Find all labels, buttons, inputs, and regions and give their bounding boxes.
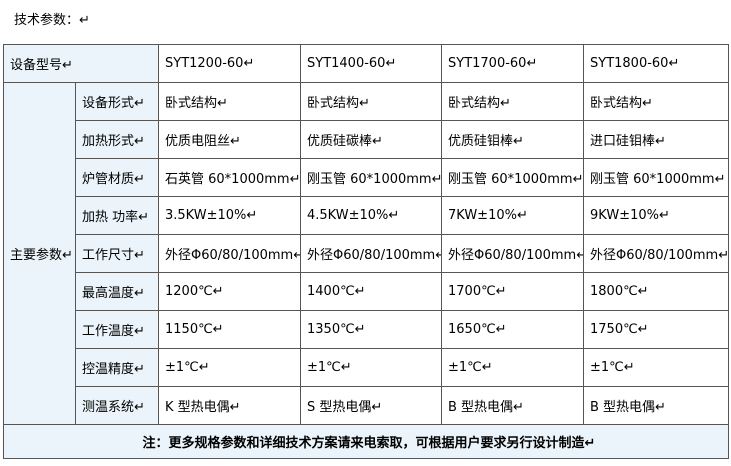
table-row: 加热形式↵ 优质电阻丝↵ 优质硅碳棒↵ 优质硅钼棒↵ 进口硅钼棒↵: [4, 120, 729, 159]
spec-value: B 型热电偶↵: [583, 386, 729, 425]
model-name: SYT1400-60↵: [300, 44, 442, 83]
table-row: 炉管材质↵ 石英管 60*1000mm↵ 刚玉管 60*1000mm↵ 刚玉管 60*…: [4, 158, 729, 197]
spec-value: 卧式结构↵: [583, 82, 729, 121]
spec-value: 1750℃↵: [583, 310, 729, 349]
spec-value: S 型热电偶↵: [300, 386, 442, 425]
spec-value: 优质电阻丝↵: [158, 120, 301, 159]
model-name: SYT1700-60↵: [441, 44, 584, 83]
spec-value: ±1℃↵: [300, 348, 442, 387]
spec-value: 1150℃↵: [158, 310, 301, 349]
spec-value: 进口硅钼棒↵: [583, 120, 729, 159]
spec-value: 7KW±10%↵: [441, 196, 584, 235]
spec-value: 优质硅碳棒↵: [300, 120, 442, 159]
table-row: 注：更多规格参数和详细技术方案请来电索取，可根据用户要求另行设计制造↵: [3, 424, 729, 459]
spec-value: 刚玉管 60*1000mm↵: [300, 158, 442, 197]
spec-value: 刚玉管 60*1000mm↵: [441, 158, 584, 197]
spec-value: 卧式结构↵: [300, 82, 442, 121]
spec-value: 9KW±10%↵: [583, 196, 729, 235]
table-row: 最高温度↵ 1200℃↵ 1400℃↵ 1700℃↵ 1800℃↵: [4, 272, 729, 311]
spec-value: 1400℃↵: [300, 272, 442, 311]
heading: 技术参数：↵: [14, 13, 90, 28]
spec-table: 设备型号↵ SYT1200-60↵ SYT1400-60↵ SYT1700-60↵ SY…: [3, 44, 729, 459]
spec-value: 刚玉管 60*1000mm↵: [583, 158, 729, 197]
row-label: 设备形式↵: [75, 82, 159, 121]
spec-value: 卧式结构↵: [158, 82, 301, 121]
row-label: 工作温度↵: [75, 310, 159, 349]
header-label: 设备型号↵: [3, 44, 159, 83]
spec-value: 石英管 60*1000mm↵: [158, 158, 301, 197]
table-row: 工作温度↵ 1150℃↵ 1350℃↵ 1650℃↵ 1750℃↵: [4, 310, 729, 349]
model-name: SYT1200-60↵: [158, 44, 301, 83]
spec-value: ±1℃↵: [441, 348, 584, 387]
row-label: 工作尺寸↵: [75, 234, 159, 273]
row-label: 加热形式↵: [75, 120, 159, 159]
spec-value: 4.5KW±10%↵: [300, 196, 442, 235]
spec-value: 外径Φ60/80/100mm↵: [300, 234, 442, 273]
table-row: 测温系统↵ K 型热电偶↵ S 型热电偶↵ B 型热电偶↵ B 型热电偶↵: [4, 386, 729, 425]
note: 注：更多规格参数和详细技术方案请来电索取，可根据用户要求另行设计制造↵: [3, 424, 729, 459]
spec-value: B 型热电偶↵: [441, 386, 584, 425]
table-row: 加热 功率↵ 3.5KW±10%↵ 4.5KW±10%↵ 7KW±10%↵ 9KW±10…: [4, 196, 729, 235]
spec-value: 1800℃↵: [583, 272, 729, 311]
spec-value: 1700℃↵: [441, 272, 584, 311]
spec-value: ±1℃↵: [158, 348, 301, 387]
table-row: 控温精度↵ ±1℃↵ ±1℃↵ ±1℃↵ ±1℃↵: [4, 348, 729, 387]
table-row: 工作尺寸↵ 外径Φ60/80/100mm↵ 外径Φ60/80/100mm↵ 外径Φ60…: [4, 234, 729, 273]
row-label: 炉管材质↵: [75, 158, 159, 197]
spec-value: 1650℃↵: [441, 310, 584, 349]
row-label: 测温系统↵: [75, 386, 159, 425]
model-name: SYT1800-60↵: [583, 44, 729, 83]
spec-value: 外径Φ60/80/100mm↵: [441, 234, 584, 273]
spec-value: 卧式结构↵: [441, 82, 584, 121]
row-label: 最高温度↵: [75, 272, 159, 311]
spec-value: 外径Φ60/80/100mm↵: [158, 234, 301, 273]
spec-value: 3.5KW±10%↵: [158, 196, 301, 235]
spec-value: 优质硅钼棒↵: [441, 120, 584, 159]
spec-value: K 型热电偶↵: [158, 386, 301, 425]
spec-value: ±1℃↵: [583, 348, 729, 387]
table-row: 设备型号↵ SYT1200-60↵ SYT1400-60↵ SYT1700-60↵ SY…: [3, 44, 729, 83]
spec-value: 外径Φ60/80/100mm↵: [583, 234, 729, 273]
group-label: 主要参数↵: [3, 82, 76, 425]
table-row: 主要参数↵ 设备形式↵ 卧式结构↵ 卧式结构↵ 卧式结构↵ 卧式结构↵: [3, 82, 729, 425]
row-label: 加热 功率↵: [75, 196, 159, 235]
row-label: 控温精度↵: [75, 348, 159, 387]
spec-value: 1350℃↵: [300, 310, 442, 349]
spec-value: 1200℃↵: [158, 272, 301, 311]
